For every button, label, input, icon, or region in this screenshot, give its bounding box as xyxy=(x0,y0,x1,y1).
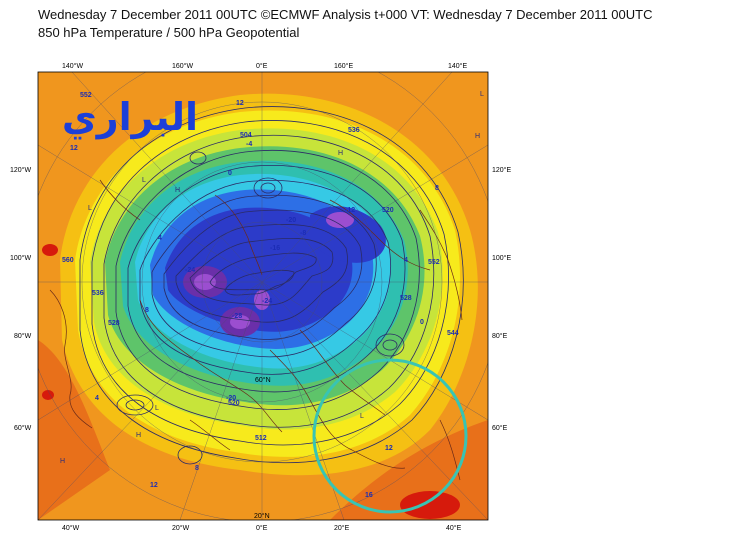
red-patch-sw xyxy=(42,390,54,400)
pressure-marks: H L H L H L H L H L xyxy=(60,91,484,465)
temp-label: 12 xyxy=(236,100,244,107)
lon-label: 40°E xyxy=(446,524,462,532)
right-axis-labels: 120°E 100°E 80°E 60°E xyxy=(492,166,511,432)
temp-label: -20 xyxy=(286,217,296,224)
chart-title-line-1: Wednesday 7 December 2011 00UTC ©ECMWF A… xyxy=(38,7,653,22)
temp-label: 4 xyxy=(95,395,99,402)
lon-label: 100°W xyxy=(10,254,31,262)
bottom-axis-labels: 40°W 20°W 0°E 20°E 40°E xyxy=(62,524,462,532)
height-label: 536 xyxy=(92,290,104,297)
graticule xyxy=(38,72,488,520)
warm-band xyxy=(38,340,110,520)
height-label: 528 xyxy=(108,320,120,327)
lon-label: 140°W xyxy=(62,62,83,70)
temp-label: 4 xyxy=(404,257,408,264)
temp-label: 0 xyxy=(420,319,424,326)
map-frame xyxy=(37,71,489,521)
pressure-mark: H xyxy=(136,432,141,439)
lon-label: 140°E xyxy=(448,62,467,70)
arabic-watermark: البراري xyxy=(62,95,198,139)
geopotential-contours xyxy=(79,106,464,465)
temp-label: -8 xyxy=(300,230,306,237)
height-label: 552 xyxy=(428,259,440,266)
temp-label: -4 xyxy=(246,141,252,148)
lon-label: 0°E xyxy=(256,524,268,532)
height-label: 528 xyxy=(400,295,412,302)
lon-label: 80°E xyxy=(492,332,508,340)
temp-label: -28 xyxy=(232,313,242,320)
violet-core-3 xyxy=(326,212,354,228)
temp-label: 16 xyxy=(365,492,373,499)
temp-label: 8 xyxy=(435,185,439,192)
lon-label: 160°W xyxy=(172,62,193,70)
temp-label: -24 xyxy=(262,298,272,305)
pressure-mark: L xyxy=(480,91,484,98)
lon-label: 0°E xyxy=(256,62,268,70)
temp-label: -12 xyxy=(345,207,355,214)
temp-label: -24 xyxy=(185,267,195,274)
lon-label: 80°W xyxy=(14,332,32,340)
lon-label: 100°E xyxy=(492,254,511,262)
pole-label: 60°N xyxy=(255,376,271,384)
red-patch-se xyxy=(400,491,460,519)
left-axis-labels: 120°W 100°W 80°W 60°W xyxy=(10,166,32,432)
chart-title-line-2: 850 hPa Temperature / 500 hPa Geopotenti… xyxy=(38,25,300,40)
coastlines xyxy=(49,179,463,481)
height-label: 504 xyxy=(240,132,252,139)
pressure-mark: H xyxy=(60,458,65,465)
height-label: 512 xyxy=(255,435,267,442)
height-label: 520 xyxy=(382,207,394,214)
top-axis-labels: 140°W 160°W 0°E 160°E 140°E xyxy=(62,62,467,70)
lon-label: 60°E xyxy=(492,424,508,432)
deep-blue-zone xyxy=(165,207,353,332)
temp-label: 8 xyxy=(195,465,199,472)
lon-label: 60°W xyxy=(14,424,32,432)
temp-label: 8 xyxy=(145,307,149,314)
lon-label: 20°W xyxy=(172,524,190,532)
lon-label: 120°W xyxy=(10,166,31,174)
height-label: 560 xyxy=(62,257,74,264)
map-panel: 12 12 8 4 0 -4 -8 -12 -16 -20 -24 -28 -2… xyxy=(38,72,488,520)
temp-label: 12 xyxy=(70,145,78,152)
pole-label: 20°N xyxy=(254,512,270,520)
lon-label: 20°E xyxy=(334,524,350,532)
temperature-labels: 12 12 8 4 0 -4 -8 -12 -16 -20 -24 -28 -2… xyxy=(70,100,439,499)
pressure-mark: L xyxy=(360,413,364,420)
lon-label: 160°E xyxy=(334,62,353,70)
temp-label: 12 xyxy=(150,482,158,489)
temp-label: -20 xyxy=(226,395,236,402)
height-label: 552 xyxy=(80,92,92,99)
temp-label: -16 xyxy=(270,245,280,252)
height-label: 544 xyxy=(447,330,459,337)
pressure-mark: H xyxy=(175,187,180,194)
pressure-mark: L xyxy=(155,405,159,412)
red-patch-w xyxy=(42,244,58,256)
pressure-mark: H xyxy=(475,133,480,140)
pressure-mark: H xyxy=(338,150,343,157)
lon-label: 120°E xyxy=(492,166,511,174)
lon-label: 40°W xyxy=(62,524,80,532)
pressure-mark: L xyxy=(142,177,146,184)
height-label: 536 xyxy=(348,127,360,134)
highlight-circle xyxy=(312,358,468,514)
pressure-mark: L xyxy=(88,205,92,212)
height-label: 520 xyxy=(228,400,240,407)
temp-label: 4 xyxy=(158,235,162,242)
temp-label: 0 xyxy=(228,170,232,177)
height-labels: 552 560 536 528 520 512 504 552 544 536 … xyxy=(62,92,459,442)
temp-label: 12 xyxy=(385,445,393,452)
